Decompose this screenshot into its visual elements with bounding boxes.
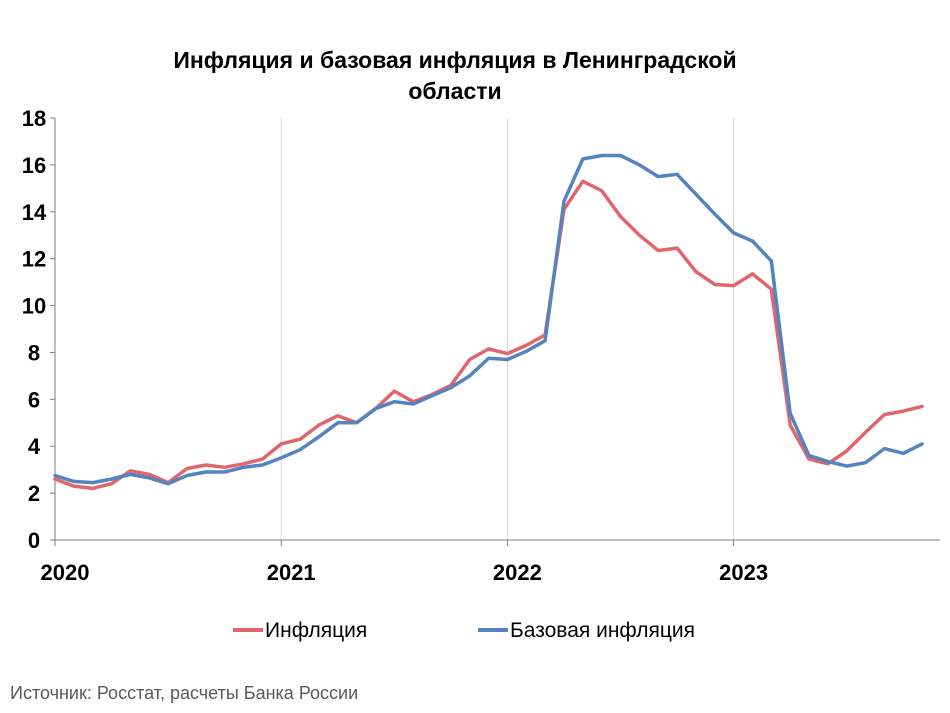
legend-label-inflation: Инфляция <box>265 619 367 642</box>
x-tick-label: 2022 <box>493 560 542 585</box>
source-note: Источник: Росстат, расчеты Банка России <box>10 683 359 703</box>
legend-label-core: Базовая инфляция <box>510 619 695 642</box>
y-tick-label: 2 <box>28 481 40 506</box>
y-tick-label: 12 <box>22 247 46 272</box>
series-line-core <box>53 153 924 486</box>
series-line-inflation <box>53 179 924 491</box>
x-tick-label: 2020 <box>41 560 90 585</box>
y-tick-label: 8 <box>28 340 40 365</box>
chart-title-line1: Инфляция и базовая инфляция в Ленинградс… <box>173 47 736 73</box>
legend: Инфляция Базовая инфляция <box>233 619 695 642</box>
axes: 0 2 4 6 8 10 12 14 16 18 2020 2021 2022 2023 <box>22 106 940 585</box>
y-tick-label: 14 <box>22 200 47 225</box>
y-tick-label: 0 <box>28 528 40 553</box>
y-tick-label: 18 <box>22 106 46 131</box>
chart-title-line2: области <box>408 78 501 104</box>
x-tick-label: 2023 <box>719 560 768 585</box>
x-tick-label: 2021 <box>267 560 316 585</box>
y-tick-label: 16 <box>22 153 46 178</box>
y-tick-label: 10 <box>22 294 46 319</box>
y-tick-label: 6 <box>28 387 40 412</box>
grid <box>280 118 735 540</box>
series-lines <box>53 153 924 491</box>
y-tick-label: 4 <box>28 434 41 459</box>
